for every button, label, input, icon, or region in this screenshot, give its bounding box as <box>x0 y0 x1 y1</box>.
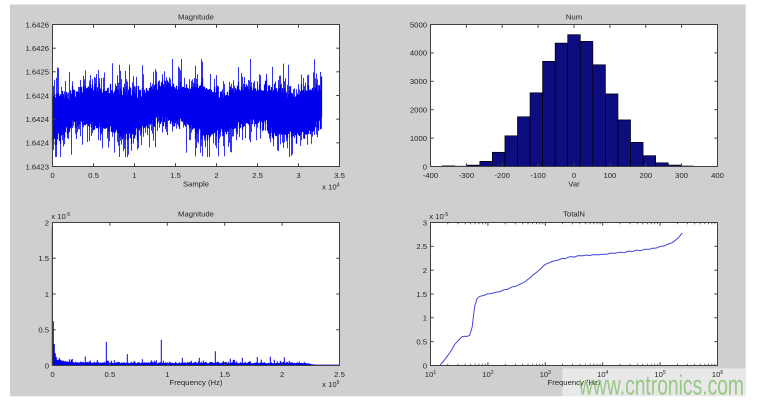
svg-text:2.5: 2.5 <box>334 370 345 379</box>
svg-text:300: 300 <box>675 171 688 180</box>
svg-text:100: 100 <box>603 171 616 180</box>
svg-text:0: 0 <box>50 171 54 180</box>
svg-text:Num: Num <box>566 12 582 21</box>
svg-text:3: 3 <box>423 218 427 227</box>
svg-text:2: 2 <box>45 218 49 227</box>
svg-text:105: 105 <box>654 370 666 379</box>
svg-text:0: 0 <box>423 162 427 171</box>
svg-text:1: 1 <box>45 290 49 299</box>
svg-text:TotalN: TotalN <box>563 209 585 218</box>
svg-text:1.6426: 1.6426 <box>25 20 49 29</box>
svg-text:103: 103 <box>540 370 552 379</box>
svg-text:www.cntronics.com: www.cntronics.com <box>578 370 744 401</box>
svg-text:1.5: 1.5 <box>170 171 181 180</box>
svg-text:5000: 5000 <box>410 20 427 29</box>
svg-text:200: 200 <box>639 171 652 180</box>
svg-text:-400: -400 <box>423 171 438 180</box>
svg-text:0.5: 0.5 <box>105 370 116 379</box>
svg-text:Magnitude: Magnitude <box>178 12 214 21</box>
svg-text:1.6425: 1.6425 <box>25 68 49 77</box>
svg-text:Sample: Sample <box>183 179 209 188</box>
svg-text:0: 0 <box>572 171 576 180</box>
svg-text:x 104: x 104 <box>322 183 340 192</box>
svg-text:2: 2 <box>214 171 218 180</box>
svg-text:0: 0 <box>50 370 54 379</box>
svg-text:x 10-5: x 10-5 <box>51 212 70 221</box>
svg-text:1: 1 <box>165 370 169 379</box>
svg-text:0.5: 0.5 <box>88 171 99 180</box>
svg-text:1.5: 1.5 <box>219 370 230 379</box>
svg-text:Frequency (Hz): Frequency (Hz) <box>548 378 601 387</box>
svg-text:1000: 1000 <box>410 134 427 143</box>
svg-text:1.6424: 1.6424 <box>25 139 49 148</box>
svg-text:1.5: 1.5 <box>416 290 427 299</box>
svg-text:3000: 3000 <box>410 77 427 86</box>
svg-text:2.5: 2.5 <box>252 171 263 180</box>
svg-text:0.5: 0.5 <box>416 338 427 347</box>
svg-text:400: 400 <box>711 171 724 180</box>
svg-text:x 105: x 105 <box>322 380 340 389</box>
svg-text:1.6424: 1.6424 <box>25 91 49 100</box>
svg-text:104: 104 <box>597 370 609 379</box>
svg-text:102: 102 <box>482 370 494 379</box>
svg-text:0: 0 <box>45 361 49 370</box>
svg-text:0.5: 0.5 <box>38 326 49 335</box>
svg-text:1: 1 <box>132 171 136 180</box>
svg-text:-300: -300 <box>459 171 474 180</box>
svg-text:101: 101 <box>425 370 437 379</box>
svg-text:106: 106 <box>712 370 724 379</box>
svg-text:2: 2 <box>280 370 284 379</box>
svg-text:Frequency (Hz): Frequency (Hz) <box>170 378 223 387</box>
svg-text:1: 1 <box>423 314 427 323</box>
svg-text:-100: -100 <box>530 171 545 180</box>
svg-text:x 10-5: x 10-5 <box>429 212 448 221</box>
svg-text:1.6426: 1.6426 <box>25 44 49 53</box>
svg-text:Var: Var <box>568 179 580 188</box>
svg-text:Magnitude: Magnitude <box>178 209 214 218</box>
svg-text:1.6424: 1.6424 <box>25 115 49 124</box>
svg-text:2000: 2000 <box>410 106 427 115</box>
svg-text:0: 0 <box>423 361 427 370</box>
svg-text:1.5: 1.5 <box>38 254 49 263</box>
svg-text:2: 2 <box>423 266 427 275</box>
svg-text:1.6423: 1.6423 <box>25 162 49 171</box>
svg-text:-200: -200 <box>495 171 510 180</box>
svg-text:3: 3 <box>296 171 300 180</box>
svg-text:2.5: 2.5 <box>416 242 427 251</box>
svg-text:3.5: 3.5 <box>334 171 345 180</box>
svg-text:4000: 4000 <box>410 49 427 58</box>
